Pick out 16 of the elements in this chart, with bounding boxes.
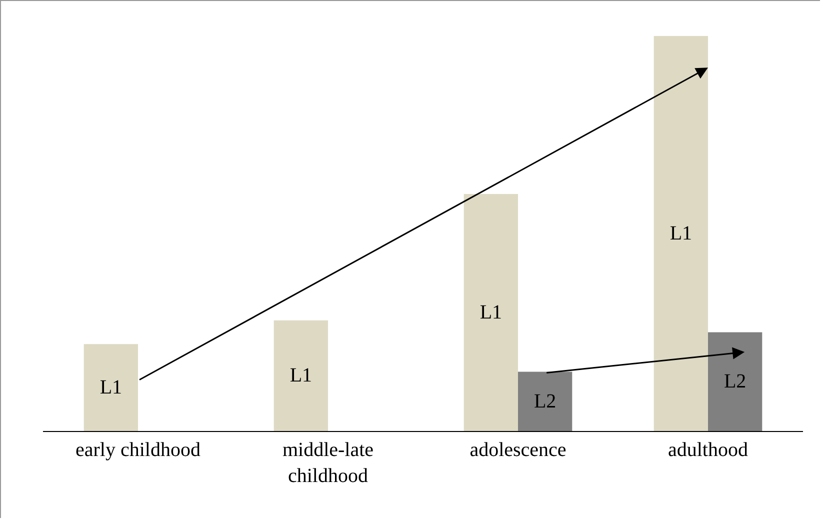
- bar: [464, 194, 518, 431]
- bar: [654, 36, 708, 431]
- bar: [274, 320, 328, 431]
- text: L1: [670, 222, 692, 244]
- x-tick-label: adulthood: [668, 439, 748, 461]
- x-tick-label: middle-late childhood: [282, 439, 374, 487]
- text: L2: [724, 370, 746, 393]
- text: L1: [100, 376, 122, 399]
- bar: [708, 332, 762, 431]
- x-tick-label: early childhood: [76, 439, 200, 461]
- bar: [84, 344, 138, 431]
- x-tick-label: adolescence: [470, 439, 566, 461]
- text: L1: [480, 302, 502, 324]
- series-label: L1: [290, 364, 312, 387]
- series-label: L2: [534, 390, 556, 412]
- bar: [518, 372, 572, 431]
